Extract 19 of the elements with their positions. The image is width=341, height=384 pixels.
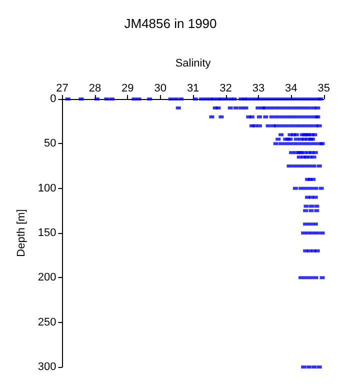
x-axis-title: Salinity — [175, 58, 212, 70]
y-axis-title: Depth [m] — [16, 209, 28, 257]
chart-title: JM4856 in 1990 — [124, 16, 217, 31]
x-tick-label: 30 — [154, 82, 166, 94]
x-tick-label: 35 — [318, 82, 330, 94]
x-tick-label: 34 — [285, 82, 298, 94]
y-tick-label: 300 — [38, 361, 56, 373]
y-tick-label: 200 — [38, 272, 56, 284]
y-tick-label: 100 — [38, 182, 56, 194]
x-tick-label: 27 — [56, 82, 68, 94]
y-tick-label: 150 — [38, 227, 56, 239]
x-tick-label: 28 — [88, 82, 102, 94]
y-tick-label: 250 — [38, 316, 56, 328]
x-tick-label: 32 — [220, 82, 232, 94]
x-tick-label: 33 — [252, 82, 265, 94]
x-tick-label: 29 — [122, 82, 134, 94]
y-tick-label: 0 — [50, 93, 56, 105]
x-tick-label: 31 — [186, 82, 200, 94]
y-tick-label: 50 — [44, 138, 56, 150]
